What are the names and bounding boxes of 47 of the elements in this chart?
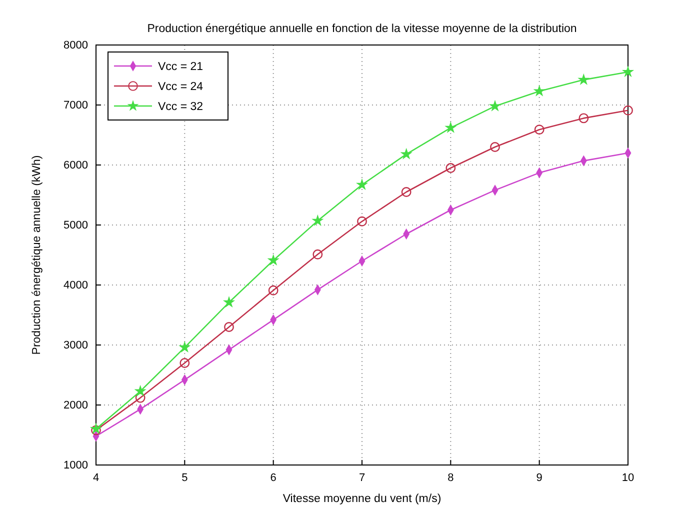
x-tick-label: 9 — [536, 472, 542, 484]
legend-label: Vcc = 21 — [158, 61, 204, 73]
point — [402, 149, 412, 158]
point — [180, 358, 190, 368]
point — [357, 180, 367, 189]
point — [312, 216, 322, 225]
point — [534, 86, 544, 96]
x-tick-label: 6 — [270, 472, 276, 484]
y-tick-label: 6000 — [64, 160, 88, 172]
chart-title: Production énergétique annuelle en fonction de la vitesse moyenne de la distribution — [147, 23, 577, 35]
point — [224, 297, 234, 307]
x-tick-label: 8 — [448, 472, 454, 484]
point — [490, 142, 500, 152]
point — [490, 101, 500, 110]
y-tick-label: 3000 — [64, 340, 88, 352]
point — [446, 122, 456, 132]
y-tick-label: 8000 — [64, 40, 88, 52]
point — [578, 113, 589, 124]
y-tick-label: 7000 — [64, 100, 88, 112]
point — [401, 187, 412, 197]
point — [136, 386, 146, 396]
point — [312, 249, 323, 260]
point — [624, 148, 632, 158]
y-tick-label: 4000 — [64, 280, 88, 292]
point — [268, 255, 278, 265]
x-tick-label: 10 — [622, 472, 634, 484]
point — [578, 74, 588, 84]
x-tick-label: 4 — [92, 472, 100, 484]
point — [534, 124, 544, 135]
y-tick-label: 5000 — [64, 220, 88, 232]
point — [623, 66, 633, 76]
legend-label: Vcc = 32 — [158, 101, 204, 113]
point — [268, 285, 278, 296]
point — [623, 105, 633, 116]
point — [135, 392, 146, 403]
point — [180, 342, 190, 352]
x-tick-label: 7 — [358, 472, 366, 484]
point — [446, 163, 456, 173]
point — [224, 322, 234, 332]
y-tick-label: 1000 — [64, 460, 88, 472]
y-tick-label: 2000 — [64, 400, 88, 412]
point — [357, 216, 367, 226]
y-axis-title: Production énergétique annuelle (kWh) — [31, 155, 43, 355]
x-tick-label: 5 — [182, 472, 188, 484]
point — [358, 256, 366, 266]
x-axis-title: Vitesse moyenne du vent (m/s) — [282, 493, 442, 505]
legend-label: Vcc = 24 — [158, 81, 204, 93]
